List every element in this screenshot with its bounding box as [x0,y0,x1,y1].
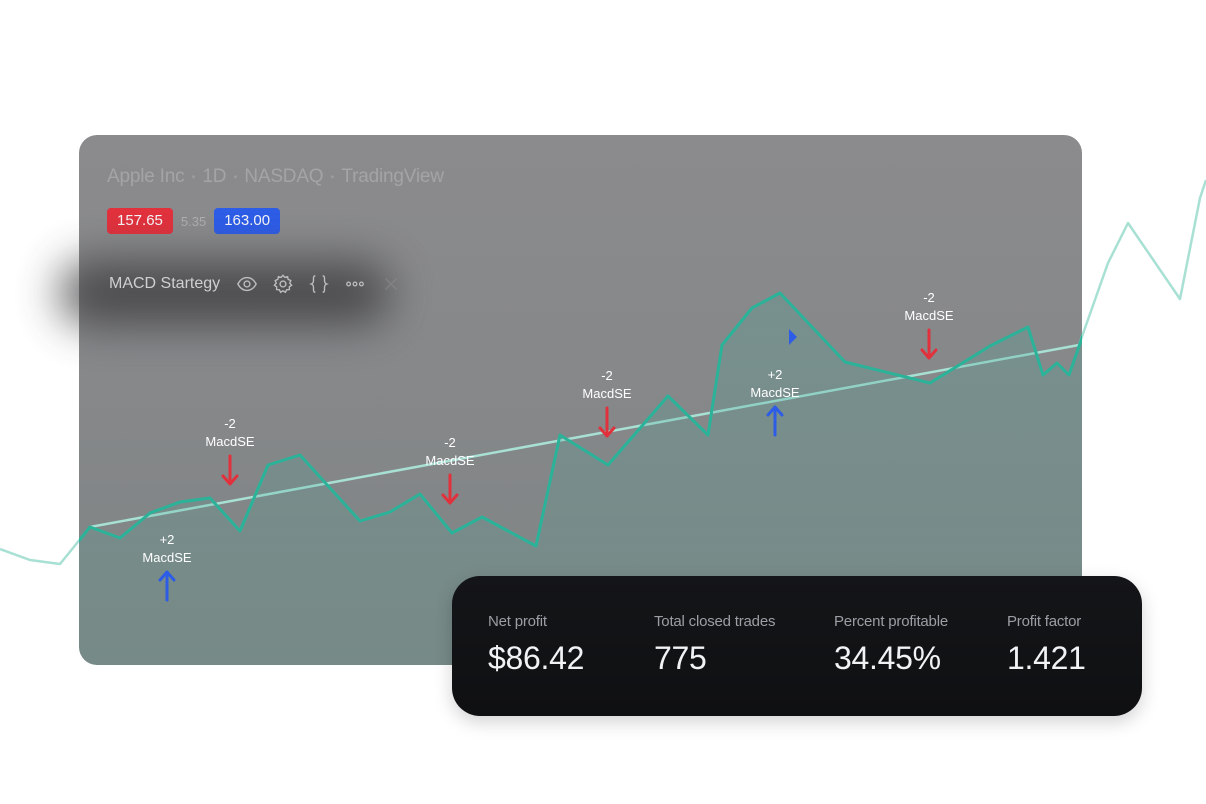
signal-name: MacdSE [582,386,631,401]
trade-signal: -2 MacdSE [205,416,255,486]
stats-panel: Net profit $86.42 Total closed trades 77… [452,576,1142,716]
signal-name: MacdSE [205,434,254,449]
arrow-up-icon [158,570,176,602]
signal-qty: +2 [768,367,783,382]
arrow-up-icon [766,405,784,437]
stat-label: Percent profitable [834,613,948,630]
exchange-label: NASDAQ [244,166,324,187]
price-line [79,262,1082,565]
stat-value: $86.42 [488,640,585,676]
eye-icon[interactable] [236,273,258,295]
strategy-bar-shadow [60,262,390,324]
cursor-marker [789,329,797,345]
trade-signals: +2 MacdSE -2 MacdSE -2 MacdSE -2 MacdSE +2 MacdSE… [142,290,954,602]
braces-icon[interactable] [308,273,330,295]
signal-qty: -2 [444,435,456,450]
price-row: 157.65 5.35 163.00 [107,208,281,234]
signal-qty: +2 [160,532,175,547]
interval-label[interactable]: 1D [202,166,227,187]
more-icon[interactable] [344,273,366,295]
signal-qty: -2 [601,368,613,383]
arrow-down-icon [221,454,239,486]
stat-value: 34.45% [834,640,941,676]
strategy-name[interactable]: MACD Startegy [109,275,221,292]
stat-label: Profit factor [1007,613,1082,630]
price-area-fill [79,263,1082,665]
sell-price-button[interactable]: 157.65 [107,208,173,234]
signal-qty: -2 [923,290,935,305]
signal-name: MacdSE [904,308,953,323]
signal-name: MacdSE [425,453,474,468]
stat-value: 775 [654,640,707,676]
gear-icon[interactable] [272,273,294,295]
trade-signal: +2 MacdSE [750,367,800,437]
chart-header: Apple Inc • 1D • NASDAQ • TradingView [107,166,444,188]
buy-price-button[interactable]: 163.00 [214,208,281,234]
trade-signal: -2 MacdSE [425,435,475,505]
strategy-bar: MACD Startegy [109,270,402,298]
trade-signal: +2 MacdSE [142,532,192,602]
arrow-down-icon [920,328,938,360]
signal-qty: -2 [224,416,236,431]
header-separator: • [191,169,196,184]
header-separator: • [233,169,238,184]
arrow-down-icon [598,406,616,438]
stat-label: Net profit [488,613,547,630]
trade-signal: -2 MacdSE [904,290,954,360]
signal-name: MacdSE [142,550,191,565]
stat-value: 1.421 [1007,640,1086,676]
price-line-outer [0,179,1206,566]
signal-name: MacdSE [750,385,799,400]
spread-value: 5.35 [180,213,207,229]
header-separator: • [330,169,335,184]
chart-plot-area: +2 MacdSE -2 MacdSE -2 MacdSE -2 MacdSE +2 MacdSE… [79,262,1082,665]
arrow-down-icon [441,473,459,505]
symbol-name[interactable]: Apple Inc [107,166,185,187]
trade-signal: -2 MacdSE [582,368,632,438]
source-label: TradingView [341,166,444,187]
close-icon[interactable] [380,273,402,295]
stat-label: Total closed trades [654,613,776,630]
